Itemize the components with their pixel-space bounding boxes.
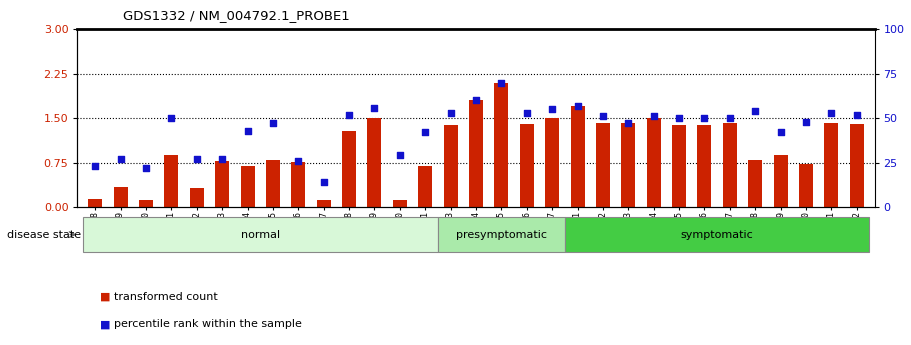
Bar — [164, 156, 179, 207]
Bar — [114, 187, 128, 207]
Point — [215, 156, 230, 162]
Point — [88, 164, 103, 169]
Point — [494, 80, 508, 85]
Point — [519, 110, 534, 116]
Point — [266, 121, 281, 126]
Bar — [292, 162, 305, 207]
Text: ■: ■ — [100, 319, 111, 329]
Bar — [393, 200, 407, 207]
Point — [647, 114, 661, 119]
Bar — [139, 200, 153, 207]
Bar — [83, 217, 438, 252]
Bar — [799, 164, 813, 207]
Text: percentile rank within the sample: percentile rank within the sample — [114, 319, 302, 329]
Point — [393, 153, 407, 158]
Point — [164, 115, 179, 121]
Bar — [241, 166, 254, 207]
Point — [444, 110, 458, 116]
Text: presymptomatic: presymptomatic — [456, 230, 547, 239]
Bar — [367, 118, 382, 207]
Bar — [215, 161, 230, 207]
Point — [697, 115, 711, 121]
Bar — [418, 166, 432, 207]
Bar — [438, 217, 565, 252]
Point — [849, 112, 864, 117]
Text: ■: ■ — [100, 292, 111, 302]
Bar — [596, 123, 609, 207]
Text: symptomatic: symptomatic — [681, 230, 753, 239]
Bar — [672, 125, 686, 207]
Bar — [545, 118, 559, 207]
Bar — [444, 125, 457, 207]
Text: normal: normal — [241, 230, 280, 239]
Bar — [88, 199, 102, 207]
Text: disease state: disease state — [7, 230, 81, 239]
Text: transformed count: transformed count — [114, 292, 218, 302]
Bar — [621, 123, 635, 207]
Bar — [722, 123, 737, 207]
Bar — [748, 160, 763, 207]
Point — [189, 156, 204, 162]
Bar — [850, 124, 864, 207]
Point — [773, 130, 788, 135]
Bar — [570, 106, 585, 207]
Bar — [317, 200, 331, 207]
Point — [138, 165, 153, 171]
Point — [596, 114, 610, 119]
Bar — [698, 125, 711, 207]
Bar — [520, 124, 534, 207]
Bar — [189, 188, 204, 207]
Point — [621, 121, 636, 126]
Bar — [647, 118, 660, 207]
Point — [824, 110, 839, 116]
Point — [748, 108, 763, 114]
Point — [570, 103, 585, 108]
Bar — [773, 156, 788, 207]
Point — [722, 115, 737, 121]
Bar — [824, 123, 838, 207]
Point — [241, 128, 255, 134]
Point — [367, 105, 382, 110]
Point — [316, 179, 331, 185]
Point — [799, 119, 814, 125]
Point — [291, 158, 305, 164]
Point — [342, 112, 356, 117]
Bar — [469, 100, 483, 207]
Point — [418, 130, 433, 135]
Bar — [266, 160, 280, 207]
Bar — [495, 82, 508, 207]
Point — [671, 115, 686, 121]
Point — [113, 156, 128, 162]
Point — [545, 107, 559, 112]
Bar — [565, 217, 869, 252]
Text: GDS1332 / NM_004792.1_PROBE1: GDS1332 / NM_004792.1_PROBE1 — [123, 9, 350, 22]
Point — [469, 98, 484, 103]
Bar — [343, 131, 356, 207]
